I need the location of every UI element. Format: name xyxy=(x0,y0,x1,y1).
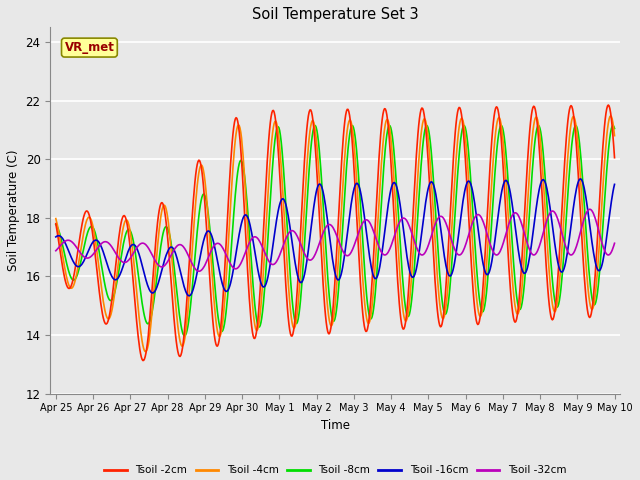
Y-axis label: Soil Temperature (C): Soil Temperature (C) xyxy=(7,150,20,271)
Legend: Tsoil -2cm, Tsoil -4cm, Tsoil -8cm, Tsoil -16cm, Tsoil -32cm: Tsoil -2cm, Tsoil -4cm, Tsoil -8cm, Tsoi… xyxy=(100,461,570,480)
Text: VR_met: VR_met xyxy=(65,41,115,54)
Title: Soil Temperature Set 3: Soil Temperature Set 3 xyxy=(252,7,419,22)
X-axis label: Time: Time xyxy=(321,419,349,432)
